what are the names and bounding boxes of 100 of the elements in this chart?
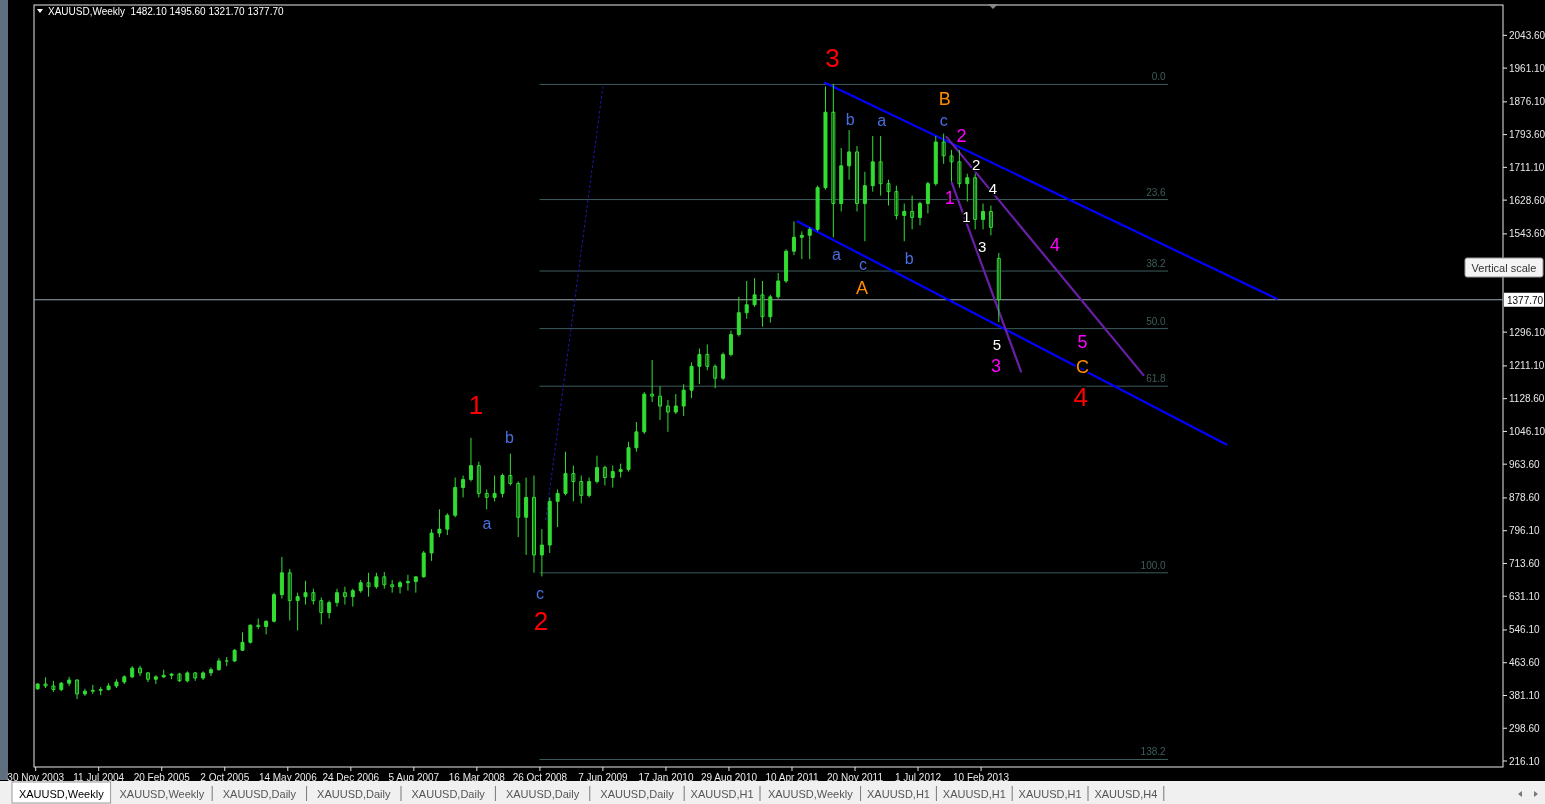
candlestick <box>319 596 324 625</box>
y-tick-label: 216.10 <box>1509 755 1541 767</box>
candlestick <box>965 173 970 203</box>
candlestick <box>90 684 95 695</box>
candlestick <box>634 421 639 453</box>
x-tick-label: 24 Dec 2006 <box>322 771 380 783</box>
candlestick <box>681 383 686 417</box>
series-label: 23.6 <box>1146 186 1167 198</box>
candlestick <box>75 678 80 700</box>
candlestick <box>815 185 820 232</box>
candlestick <box>910 195 915 230</box>
candlestick <box>665 399 670 433</box>
y-tick-label: 298.60 <box>1509 722 1541 734</box>
candlestick <box>988 205 993 236</box>
candlestick <box>161 669 166 679</box>
candlestick <box>256 617 261 630</box>
candlestick <box>854 145 859 212</box>
candlestick <box>831 83 836 238</box>
candlestick <box>240 631 245 652</box>
candlestick <box>760 280 765 328</box>
candlestick <box>287 568 292 621</box>
text: XAUUSD,H1 <box>1018 788 1082 800</box>
annotation: 4 <box>988 179 998 197</box>
text: XAUUSD,H1 <box>867 788 930 800</box>
candlestick <box>51 680 56 693</box>
annotation: b <box>904 249 914 267</box>
series-label: 0.0 <box>1151 71 1167 83</box>
candlestick <box>382 571 387 590</box>
candlestick <box>791 220 796 256</box>
candlestick <box>82 688 87 697</box>
candlestick <box>484 488 489 510</box>
candlestick <box>508 453 513 486</box>
candlestick <box>595 455 600 484</box>
candlestick <box>492 475 497 502</box>
candlestick <box>193 671 198 682</box>
y-tick-label: 2043.60 <box>1509 29 1545 41</box>
candlestick <box>374 572 379 590</box>
candlestick <box>721 351 726 381</box>
text: XAUUSD,Daily <box>317 788 391 800</box>
text: XAUUSD,Daily <box>505 788 580 800</box>
candlestick <box>752 277 757 308</box>
text: XAUUSD,Weekly <box>767 788 854 800</box>
y-tick-label: 1876.10 <box>1509 96 1545 108</box>
y-tick-label: 631.10 <box>1509 590 1541 602</box>
candlestick <box>279 556 284 600</box>
candlestick <box>272 592 276 623</box>
candlestick <box>799 230 804 260</box>
annotation: 2 <box>533 606 549 636</box>
candlestick <box>35 682 40 691</box>
candlestick <box>500 473 505 498</box>
candlestick <box>59 681 64 692</box>
candlestick <box>610 465 615 488</box>
candlestick <box>602 465 607 486</box>
candlestick <box>145 671 150 683</box>
candlestick <box>453 477 458 518</box>
candlestick <box>177 672 182 683</box>
x-tick-label: 1 Jul 2012 <box>894 771 942 783</box>
annotation: B <box>938 89 951 109</box>
annotation: 2 <box>972 155 981 173</box>
candlestick <box>776 272 781 300</box>
annotation: c <box>536 584 545 602</box>
candlestick <box>571 465 576 502</box>
text: XAUUSD,Weekly <box>18 788 105 800</box>
candlestick <box>705 344 710 371</box>
candlestick <box>130 665 135 679</box>
x-tick-label: 20 Feb 2005 <box>133 771 191 783</box>
candlestick <box>114 678 119 689</box>
candlestick <box>697 347 702 385</box>
x-tick-label: 14 May 2006 <box>258 771 318 783</box>
candlestick <box>153 674 158 685</box>
annotation: a <box>831 245 841 263</box>
y-tick-label: 1128.60 <box>1509 393 1545 405</box>
candlestick <box>390 579 395 594</box>
x-tick-label: 10 Apr 2011 <box>765 771 820 783</box>
candlestick <box>807 226 812 260</box>
candlestick <box>303 580 308 606</box>
candlestick <box>768 294 773 324</box>
y-tick-label: 463.60 <box>1509 657 1541 669</box>
candlestick <box>650 359 655 403</box>
candlestick <box>437 508 442 538</box>
candlestick <box>886 179 891 207</box>
series-label: 138.2 <box>1140 746 1167 758</box>
candlestick <box>862 171 867 242</box>
annotation: b <box>845 110 855 128</box>
candlestick <box>689 361 694 399</box>
candlestick <box>248 623 253 645</box>
candlestick <box>673 393 678 415</box>
candlestick <box>870 135 875 193</box>
x-tick-label: 11 Jul 2004 <box>73 771 125 783</box>
annotation: 2 <box>956 126 967 146</box>
annotation: c <box>939 111 948 129</box>
annotation: 3 <box>825 43 840 73</box>
series-label: 50.0 <box>1146 315 1167 327</box>
annotation: Vertical scale <box>1471 262 1537 274</box>
candlestick <box>342 586 347 606</box>
candlestick <box>429 528 434 562</box>
x-tick-label: 17 Jan 2010 <box>638 771 694 783</box>
candlestick <box>531 475 536 574</box>
candlestick <box>516 481 521 538</box>
x-tick-label: 2 Oct 2005 <box>200 771 250 783</box>
